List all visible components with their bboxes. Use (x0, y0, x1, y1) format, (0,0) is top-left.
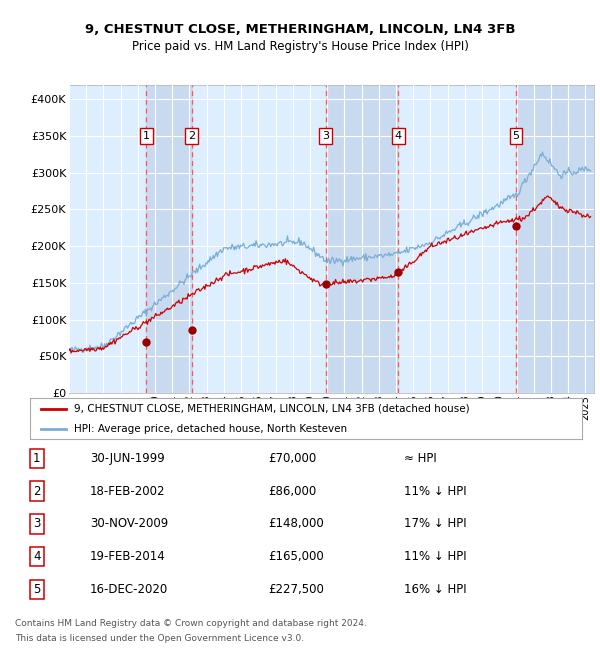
Text: Price paid vs. HM Land Registry's House Price Index (HPI): Price paid vs. HM Land Registry's House … (131, 40, 469, 53)
Text: 2: 2 (33, 485, 41, 498)
Text: 16-DEC-2020: 16-DEC-2020 (90, 583, 168, 596)
Text: 2: 2 (188, 131, 195, 141)
Text: This data is licensed under the Open Government Licence v3.0.: This data is licensed under the Open Gov… (15, 634, 304, 643)
Text: 11% ↓ HPI: 11% ↓ HPI (404, 550, 466, 563)
Bar (146, 84, 192, 393)
Text: 9, CHESTNUT CLOSE, METHERINGHAM, LINCOLN, LN4 3FB (detached house): 9, CHESTNUT CLOSE, METHERINGHAM, LINCOLN… (74, 404, 470, 413)
Text: £86,000: £86,000 (268, 485, 317, 498)
Text: 9, CHESTNUT CLOSE, METHERINGHAM, LINCOLN, LN4 3FB: 9, CHESTNUT CLOSE, METHERINGHAM, LINCOLN… (85, 23, 515, 36)
Text: 18-FEB-2002: 18-FEB-2002 (90, 485, 165, 498)
Text: 3: 3 (33, 517, 40, 530)
Text: 19-FEB-2014: 19-FEB-2014 (90, 550, 166, 563)
Text: 1: 1 (33, 452, 41, 465)
Text: £165,000: £165,000 (268, 550, 324, 563)
Text: ≈ HPI: ≈ HPI (404, 452, 436, 465)
Text: 5: 5 (512, 131, 520, 141)
Text: HPI: Average price, detached house, North Kesteven: HPI: Average price, detached house, Nort… (74, 424, 347, 434)
Text: £148,000: £148,000 (268, 517, 324, 530)
Text: Contains HM Land Registry data © Crown copyright and database right 2024.: Contains HM Land Registry data © Crown c… (15, 619, 367, 629)
Text: 16% ↓ HPI: 16% ↓ HPI (404, 583, 466, 596)
Text: 11% ↓ HPI: 11% ↓ HPI (404, 485, 466, 498)
Text: 4: 4 (33, 550, 41, 563)
Text: 30-NOV-2009: 30-NOV-2009 (90, 517, 168, 530)
Text: £227,500: £227,500 (268, 583, 324, 596)
Text: 3: 3 (322, 131, 329, 141)
Bar (326, 84, 398, 393)
Bar (516, 84, 594, 393)
Text: £70,000: £70,000 (268, 452, 317, 465)
Text: 17% ↓ HPI: 17% ↓ HPI (404, 517, 466, 530)
Text: 1: 1 (143, 131, 150, 141)
Text: 30-JUN-1999: 30-JUN-1999 (90, 452, 164, 465)
Text: 5: 5 (33, 583, 40, 596)
Text: 4: 4 (395, 131, 402, 141)
